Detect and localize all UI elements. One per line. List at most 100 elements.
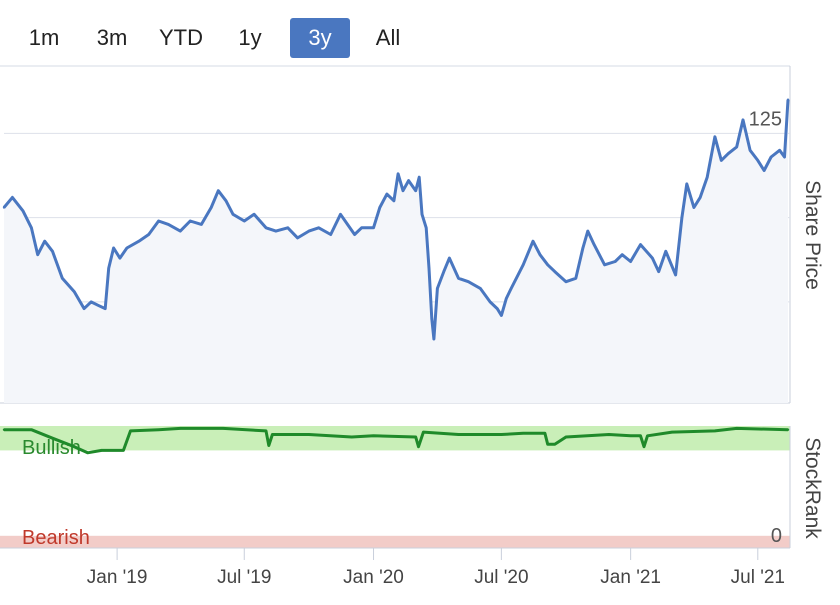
price-point (720, 159, 723, 162)
price-point (778, 149, 781, 152)
zone-label-bearish: Bearish (22, 527, 90, 549)
range-button-1y[interactable]: 1y (238, 25, 262, 50)
price-point (385, 192, 389, 196)
price-point (407, 179, 410, 182)
price-point (274, 229, 278, 233)
zone-label-bullish: Bullish (22, 437, 81, 459)
price-point (706, 176, 709, 179)
price-point (137, 240, 141, 243)
price-point (353, 233, 356, 236)
rank-series-line (4, 426, 789, 455)
price-axis-title: Share Price (801, 180, 824, 290)
price-point (430, 317, 433, 320)
price-point (317, 226, 320, 229)
price-point (586, 229, 589, 233)
price-point (496, 307, 499, 310)
price-point (546, 263, 549, 266)
price-point (125, 246, 129, 250)
price-point (448, 256, 451, 260)
price-point (296, 236, 299, 240)
price-point (112, 246, 115, 250)
price-point (699, 196, 702, 199)
price-point (89, 300, 93, 304)
x-tick-label: Jan '20 (343, 567, 404, 588)
price-point (217, 189, 220, 192)
rank-axis-title: StockRank (801, 437, 824, 539)
rank-point (267, 444, 270, 447)
range-button-1m[interactable]: 1m (28, 25, 60, 50)
rank-point (564, 435, 568, 439)
price-point (564, 280, 568, 283)
rank-point (222, 427, 225, 430)
rank-point (264, 429, 268, 433)
price-point (210, 206, 213, 209)
x-tick-label: Jan '21 (600, 567, 661, 588)
price-point (36, 253, 39, 256)
rank-point (122, 449, 125, 452)
price-point (243, 219, 246, 223)
range-selector: 1m 3m YTD 1y 3y All (0, 16, 560, 60)
price-point (756, 159, 759, 162)
rank-point (129, 429, 132, 433)
rank-point (414, 435, 417, 439)
rank-point (2, 428, 6, 431)
rank-point (422, 430, 425, 434)
rank-point (786, 428, 790, 431)
range-button-3m[interactable]: 3m (96, 25, 128, 50)
rank-point (522, 432, 525, 435)
price-point (500, 314, 503, 317)
price-point (651, 256, 654, 260)
rank-point (670, 430, 674, 434)
price-point (329, 233, 332, 236)
price-point (538, 253, 542, 256)
rank-point (457, 433, 460, 436)
price-point (147, 233, 150, 236)
price-point (639, 243, 642, 246)
price-point (307, 229, 311, 233)
price-point (442, 270, 445, 273)
price-point (581, 246, 585, 250)
price-point (43, 240, 46, 243)
price-area-fill (4, 99, 788, 403)
price-point (657, 270, 660, 273)
price-point (61, 277, 64, 280)
rank-point (179, 427, 182, 430)
price-point (118, 256, 122, 260)
range-button-ytd[interactable]: YTD (159, 25, 203, 50)
price-point (783, 155, 786, 159)
rank-point (307, 433, 311, 436)
rank-point (642, 445, 646, 448)
price-point (614, 260, 617, 263)
price-point (372, 226, 375, 229)
price-point (2, 206, 6, 209)
rank-point (629, 434, 632, 437)
price-point (21, 209, 25, 213)
price-point (432, 337, 436, 341)
zone-bearish (0, 535, 790, 548)
price-point (231, 213, 235, 216)
rank-point (271, 433, 274, 436)
price-point (629, 260, 632, 263)
price-panel: 5075100125Share Price (0, 65, 824, 404)
range-button-3y[interactable]: 3y (290, 18, 350, 58)
price-point (420, 213, 424, 216)
price-point (200, 223, 203, 226)
price-point (479, 287, 482, 290)
price-point (414, 189, 417, 192)
price-point (713, 135, 717, 138)
price-point (73, 290, 76, 293)
rank-point (607, 433, 611, 436)
price-point (425, 226, 428, 229)
price-point (603, 263, 606, 266)
price-point (418, 176, 421, 179)
price-point (396, 172, 400, 175)
price-point (748, 149, 752, 152)
price-point (531, 240, 535, 243)
price-point (157, 219, 160, 223)
price-point (685, 182, 688, 186)
price-point (574, 277, 577, 280)
price-point (11, 196, 14, 199)
price-point (252, 213, 256, 216)
range-button-all[interactable]: All (375, 25, 401, 50)
